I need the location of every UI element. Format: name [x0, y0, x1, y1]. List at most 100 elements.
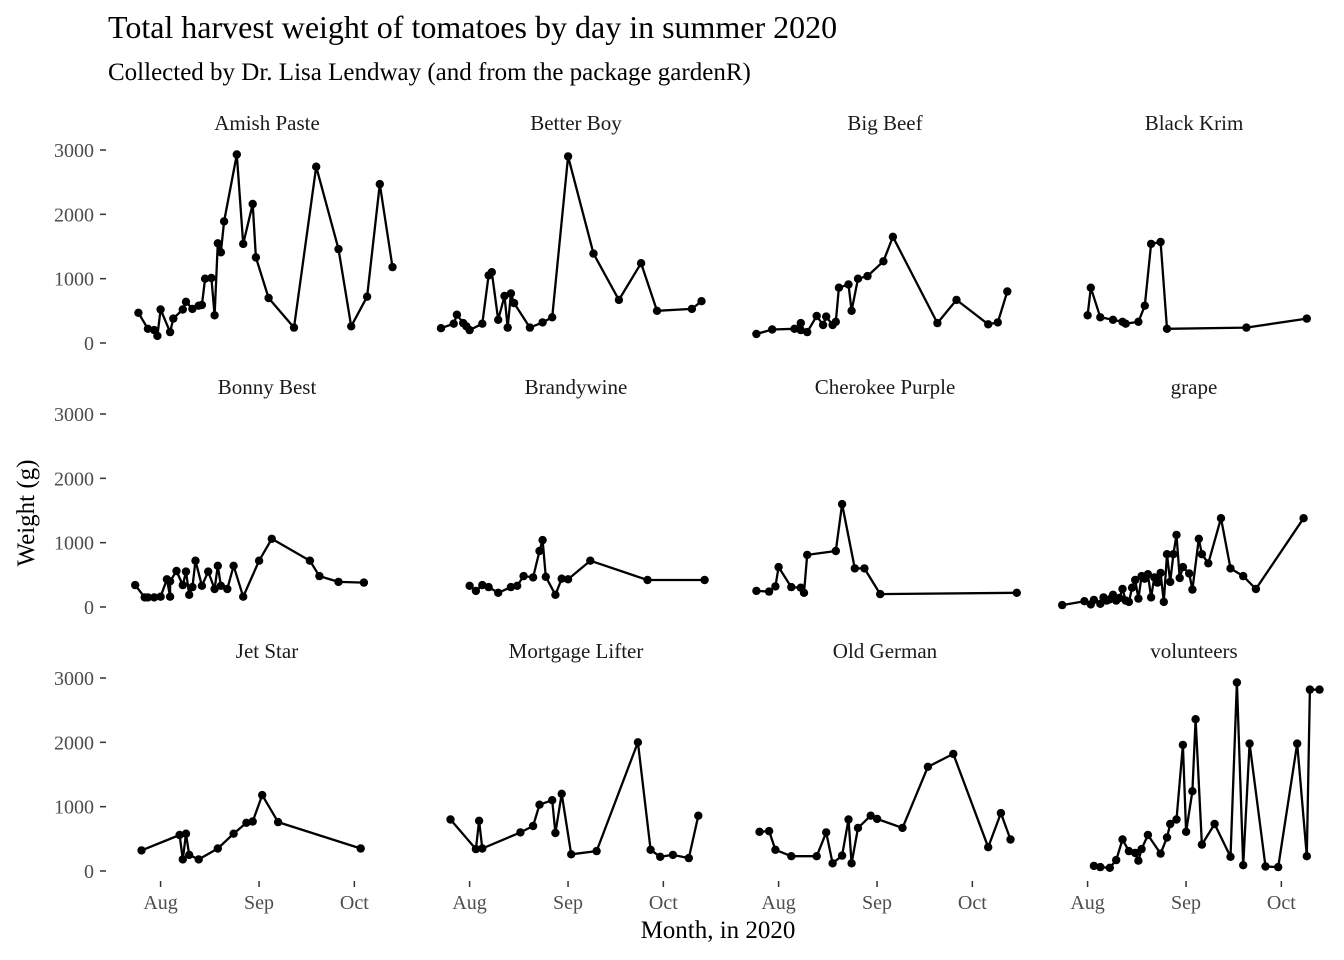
- data-point: [362, 292, 372, 301]
- series-line: [440, 155, 703, 332]
- data-point: [471, 586, 481, 596]
- data-point: [223, 584, 232, 594]
- y-tick-label: 0: [84, 597, 94, 619]
- data-point: [923, 762, 933, 771]
- data-point: [1153, 578, 1162, 587]
- data-point: [1146, 239, 1156, 249]
- data-point: [1216, 514, 1226, 523]
- data-point: [169, 314, 178, 323]
- data-point: [178, 855, 187, 864]
- data-point: [188, 582, 197, 592]
- data-point: [1251, 584, 1261, 594]
- data-point: [165, 577, 175, 586]
- data-point: [1175, 573, 1184, 583]
- data-point: [200, 274, 210, 283]
- data-point: [232, 150, 241, 159]
- data-point: [503, 323, 512, 332]
- data-point: [487, 268, 496, 277]
- data-point: [478, 319, 487, 328]
- data-point: [1140, 301, 1150, 310]
- data-point: [1181, 827, 1191, 836]
- data-point: [771, 845, 780, 854]
- data-point: [216, 581, 226, 590]
- data-point: [656, 852, 665, 861]
- data-point: [1293, 739, 1302, 748]
- data-point: [528, 573, 538, 582]
- facet-strip-label: Big Beef: [847, 111, 922, 135]
- data-point: [258, 790, 267, 800]
- data-point: [790, 324, 799, 333]
- data-point: [242, 818, 251, 827]
- data-point: [1124, 846, 1134, 856]
- data-point: [1274, 862, 1283, 872]
- data-point: [1162, 833, 1172, 842]
- y-tick-label: 1000: [54, 533, 94, 555]
- data-point: [143, 324, 153, 333]
- x-tick-label: Sep: [862, 892, 892, 914]
- data-point: [1121, 319, 1130, 328]
- facet-strip-label: Brandywine: [525, 375, 628, 399]
- data-point: [254, 556, 264, 565]
- data-point: [803, 550, 812, 560]
- data-point: [1197, 840, 1207, 849]
- y-axis-title: Weight (g): [13, 460, 40, 567]
- data-point: [837, 851, 847, 860]
- data-point: [700, 575, 709, 585]
- data-point: [1108, 315, 1118, 324]
- series-line: [759, 752, 1012, 865]
- data-point: [1232, 678, 1242, 687]
- data-point: [1058, 600, 1067, 610]
- data-point: [474, 816, 484, 825]
- x-tick-label: Aug: [1070, 892, 1104, 914]
- data-point: [1194, 534, 1204, 543]
- data-point: [844, 815, 853, 824]
- data-point: [1166, 819, 1175, 829]
- data-point: [796, 318, 805, 328]
- data-point: [1299, 514, 1308, 523]
- series-line: [449, 741, 700, 860]
- y-tick-label: 0: [84, 333, 94, 355]
- data-point: [1197, 550, 1207, 559]
- data-point: [1226, 564, 1235, 573]
- data-point: [774, 562, 783, 572]
- data-point: [356, 844, 365, 853]
- data-point: [1188, 585, 1197, 594]
- data-point: [1172, 530, 1181, 540]
- data-point: [563, 575, 573, 584]
- data-point: [1178, 562, 1188, 572]
- data-point: [837, 499, 847, 509]
- facet-strip-label: Bonny Best: [218, 375, 317, 399]
- data-point: [478, 844, 487, 853]
- data-point: [191, 556, 200, 565]
- data-point: [165, 327, 175, 337]
- data-point: [1159, 597, 1169, 607]
- data-point: [506, 289, 516, 298]
- data-point: [312, 162, 321, 171]
- data-point: [643, 575, 652, 585]
- data-point: [375, 179, 384, 189]
- data-point: [1112, 855, 1121, 865]
- data-point: [1134, 856, 1143, 865]
- data-point: [652, 306, 662, 315]
- data-point: [1210, 819, 1219, 829]
- data-point: [465, 581, 474, 590]
- data-point: [586, 556, 595, 565]
- data-point: [984, 320, 993, 329]
- data-point: [548, 796, 557, 805]
- data-point: [359, 578, 369, 587]
- data-point: [1115, 593, 1124, 603]
- data-point: [787, 852, 796, 861]
- data-point: [764, 587, 774, 596]
- facet-strip-label: volunteers: [1150, 639, 1237, 663]
- data-point: [796, 325, 805, 335]
- data-point: [803, 327, 812, 337]
- data-point: [863, 271, 872, 281]
- data-point: [1178, 740, 1188, 750]
- data-point: [1137, 844, 1146, 854]
- data-point: [1172, 815, 1181, 824]
- data-point: [551, 828, 560, 838]
- data-point: [207, 273, 216, 283]
- data-point: [1083, 311, 1092, 320]
- data-point: [156, 305, 165, 314]
